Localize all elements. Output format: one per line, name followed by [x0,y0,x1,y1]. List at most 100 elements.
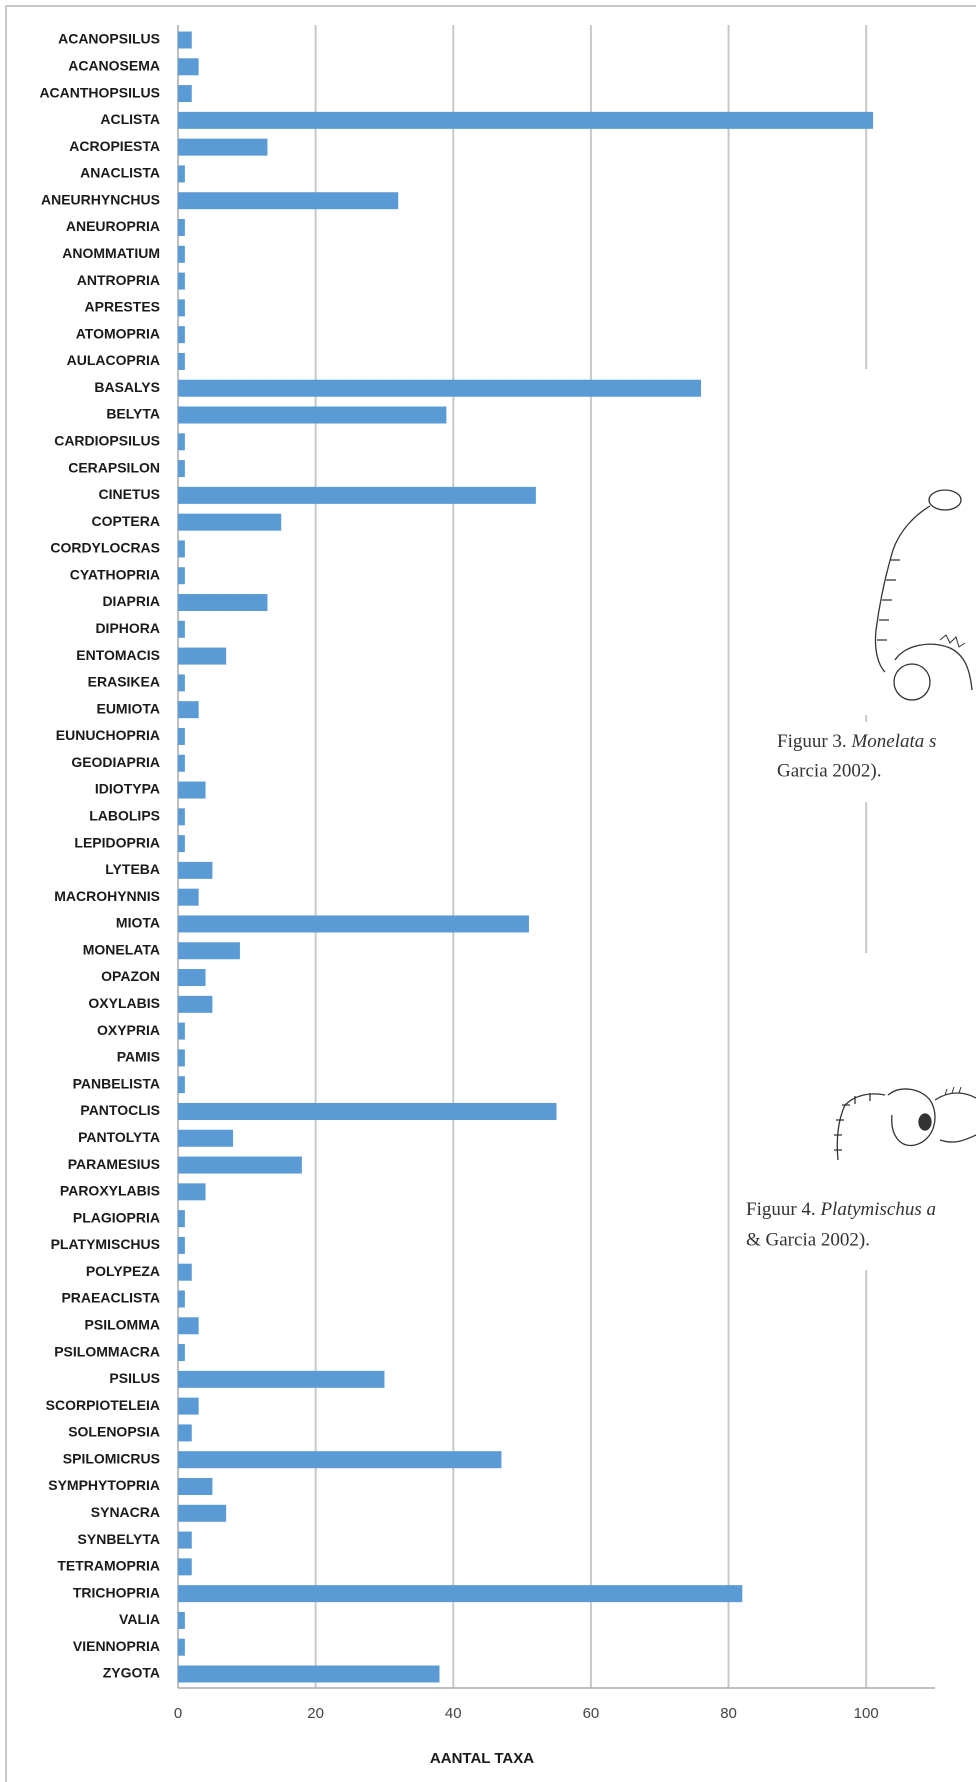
bar [178,219,185,237]
bar [178,647,227,665]
y-tick-label: ANTROPRIA [77,272,160,288]
y-tick-label: GEODIAPRIA [71,754,160,770]
bar [178,1129,234,1147]
bar [178,352,185,370]
y-tick-label: EUNUCHOPRIA [56,727,160,743]
y-tick-label: CINETUS [99,486,160,502]
y-tick-label: MIOTA [116,915,160,931]
y-tick-label: TETRAMOPRIA [57,1558,160,1574]
y-tick-label: ZYGOTA [103,1665,160,1681]
bar [178,138,268,156]
bar [178,1451,502,1469]
x-tick-label: 40 [445,1705,462,1722]
bar [178,942,240,960]
bar [178,299,185,317]
bar [178,674,185,692]
bar [178,1183,206,1201]
x-tick-label: 0 [174,1705,182,1722]
bar [178,969,206,987]
x-tick-label: 100 [854,1705,879,1722]
bar [178,727,185,745]
figure-4-caption-box [735,1195,976,1270]
figure-4-sketch [834,1086,976,1161]
y-tick-label: IDIOTYPA [95,781,160,797]
bar [178,406,447,424]
y-tick-label: POLYPEZA [86,1263,160,1279]
bar [178,272,185,290]
y-tick-label: PLATYMISCHUS [51,1236,160,1252]
y-tick-label: ACANOSEMA [68,57,160,73]
figure-3-caption-box [770,722,976,802]
bar [178,1236,185,1254]
bar [178,165,185,183]
bar [178,1290,185,1308]
y-tick-label: PSILOMMA [85,1316,160,1332]
bar [178,835,185,853]
y-tick-label: MACROHYNNIS [54,888,160,904]
figure-caption-line: Garcia 2002). [777,760,881,781]
bar [178,1504,227,1522]
bar [178,888,199,906]
bar [178,58,199,76]
bar [178,701,199,719]
y-tick-label: DIPHORA [95,620,160,636]
y-tick-label: COPTERA [92,513,160,529]
bar [178,326,185,344]
y-tick-label: CARDIOPSILUS [54,433,160,449]
bar [178,1477,213,1495]
x-tick-label: 20 [307,1705,324,1722]
y-tick-label: PAROXYLABIS [60,1183,160,1199]
figure-label: Figuur 3. [777,731,847,752]
y-tick-label: PARAMESIUS [68,1156,160,1172]
y-tick-label: PANBELISTA [73,1075,160,1091]
figure-taxon: Monelata s [850,731,936,752]
y-tick-label: LYTEBA [105,861,160,877]
y-tick-label: DIAPRIA [102,593,160,609]
bar [178,594,268,612]
bar [178,513,282,531]
figure-caption: Figuur 3. Monelata s [777,731,936,752]
y-tick-label: LEPIDOPRIA [74,834,160,850]
bar [178,379,702,397]
y-tick-label: ACANTHOPSILUS [39,84,160,100]
y-tick-label: ACROPIESTA [69,138,160,154]
bar [178,620,185,638]
y-tick-label: SYMPHYTOPRIA [48,1477,160,1493]
bar [178,1370,385,1388]
y-tick-label: PRAEACLISTA [61,1290,160,1306]
bar [178,1424,192,1442]
y-tick-label: SYNACRA [91,1504,160,1520]
y-tick-label: PSILUS [109,1370,160,1386]
y-tick-label: ACANOPSILUS [58,31,160,47]
bar [178,540,185,558]
y-tick-label: ATOMOPRIA [76,325,160,341]
figure-taxon: Platymischus a [819,1199,936,1220]
y-tick-label: SYNBELYTA [78,1531,160,1547]
bar [178,433,185,451]
y-tick-label: SPILOMICRUS [63,1450,160,1466]
bar [178,486,536,504]
bar [178,1531,192,1549]
y-tick-label: PANTOLYTA [78,1129,160,1145]
bar [178,781,206,799]
y-tick-label: BASALYS [94,379,160,395]
y-tick-label: CERAPSILON [68,459,160,475]
bar [178,31,192,49]
bars [178,31,874,1683]
bar [178,1585,743,1603]
bar [178,111,874,129]
y-tick-label: ACLISTA [100,111,160,127]
bar [178,85,192,103]
bar [178,1558,192,1576]
figure-3-sketch [874,489,973,701]
y-tick-label: OPAZON [101,968,160,984]
bar [178,1102,557,1120]
x-axis-title: AANTAL TAXA [430,1750,534,1767]
y-tick-label: PAMIS [117,1049,160,1065]
bar [178,1210,185,1228]
y-tick-label: ANEUROPRIA [66,218,160,234]
figures: Figuur 3. Monelata s Garcia 2002). Figuu… [735,369,976,1270]
y-tick-label: SCORPIOTELEIA [46,1397,160,1413]
y-tick-label: LABOLIPS [89,808,160,824]
